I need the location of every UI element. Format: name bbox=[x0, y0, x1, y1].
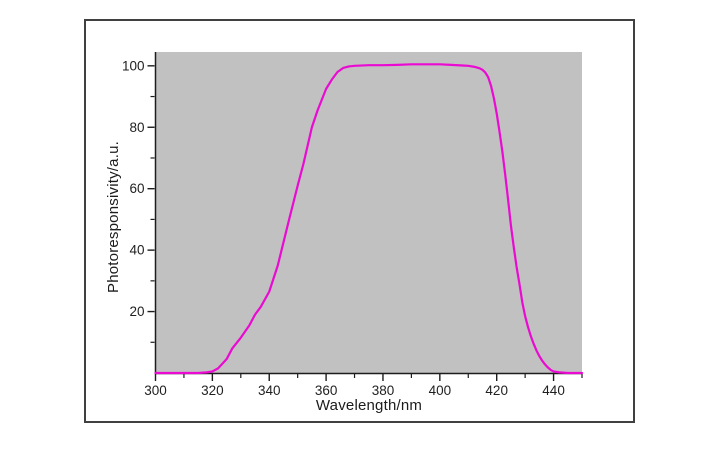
x-tick-label: 380 bbox=[372, 383, 395, 398]
x-tick-label: 400 bbox=[429, 383, 452, 398]
plot-area bbox=[155, 52, 582, 373]
response-curve bbox=[154, 63, 584, 375]
x-tick-label: 320 bbox=[201, 383, 224, 398]
x-tick-label: 300 bbox=[144, 383, 167, 398]
x-tick-label: 440 bbox=[542, 383, 565, 398]
y-tick-label: 80 bbox=[129, 120, 144, 135]
x-tick-label: 340 bbox=[258, 383, 281, 398]
y-tick-label: 40 bbox=[129, 243, 144, 258]
y-tick-label: 60 bbox=[129, 181, 144, 196]
y-tick-label: 100 bbox=[122, 58, 145, 73]
y-tick-label: 20 bbox=[129, 304, 144, 319]
y-axis-title: Photoresponsivity/a.u. bbox=[105, 141, 122, 293]
x-axis-title: Wavelength/nm bbox=[315, 397, 423, 414]
x-tick-label: 360 bbox=[315, 383, 338, 398]
x-tick-label: 420 bbox=[485, 383, 508, 398]
